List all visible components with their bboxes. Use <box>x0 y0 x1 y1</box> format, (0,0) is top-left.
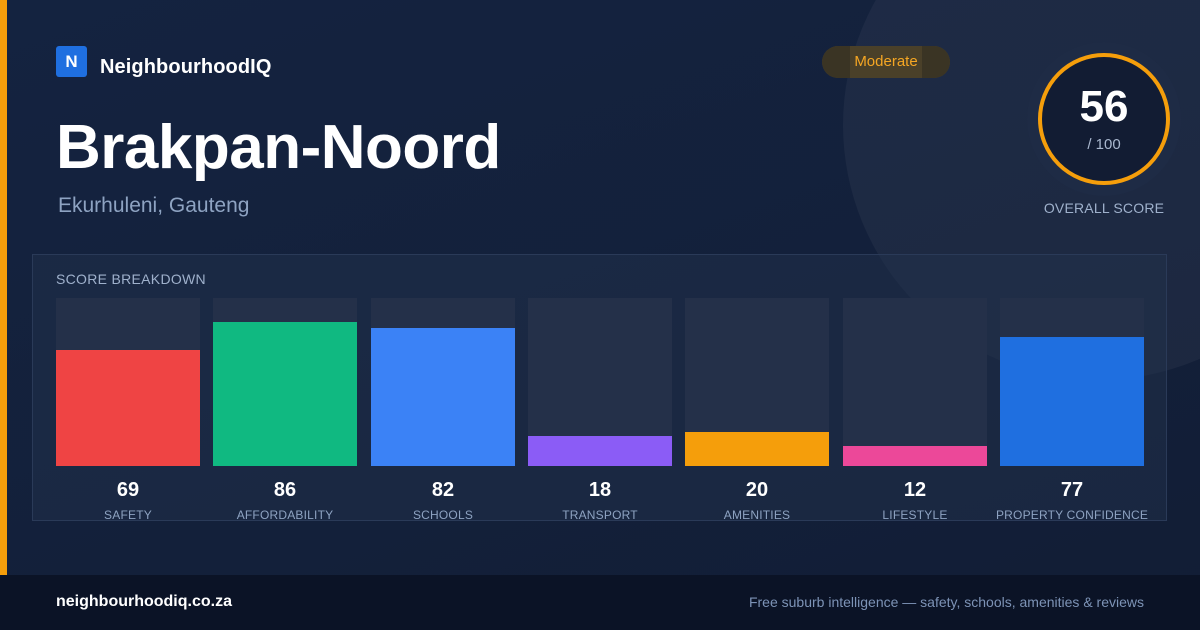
score-bar-lifestyle: 12 LIFESTYLE <box>843 298 987 523</box>
bar-track <box>843 298 987 466</box>
bar-track <box>371 298 515 466</box>
bar-label: TRANSPORT <box>562 508 638 522</box>
overall-score-value: 56 <box>1079 82 1129 131</box>
bar-track <box>528 298 672 466</box>
bar-track <box>213 298 357 466</box>
accent-bar <box>0 0 7 575</box>
score-bar-transport: 18 TRANSPORT <box>528 298 672 523</box>
overall-score-max: / 100 <box>1087 136 1121 153</box>
score-bar-schools: 82 SCHOOLS <box>371 298 515 523</box>
score-bar-amenities: 20 AMENITIES <box>685 298 829 523</box>
bar-value: 82 <box>431 479 455 501</box>
brand-name: NeighbourhoodIQ <box>100 56 272 78</box>
bar-fill <box>685 432 829 466</box>
logo-icon: N <box>56 46 87 77</box>
breakdown-bars: 69 SAFETY 86 AFFORDABILITY 82 SCHOOLS 18 TRANSP… <box>56 298 1148 523</box>
bar-value: 77 <box>1060 479 1084 501</box>
bar-value: 86 <box>273 479 297 501</box>
score-ring: 56 / 100 <box>1038 53 1170 185</box>
bar-fill <box>843 446 987 466</box>
bar-track <box>56 298 200 466</box>
score-bar-affordability: 86 AFFORDABILITY <box>213 298 357 523</box>
bar-value: 12 <box>903 479 927 501</box>
bar-value: 20 <box>745 479 769 501</box>
overall-score-gauge: 56 / 100 <box>1027 42 1181 196</box>
bar-fill <box>371 328 515 466</box>
bar-label: AFFORDABILITY <box>236 508 334 522</box>
bar-fill <box>528 436 672 466</box>
bar-label: SAFETY <box>104 508 152 522</box>
bar-label: LIFESTYLE <box>882 508 948 522</box>
bar-fill <box>1000 337 1144 466</box>
bar-track <box>1000 298 1144 466</box>
rating-badge: Moderate <box>822 46 950 78</box>
bar-fill <box>56 350 200 466</box>
bar-track <box>685 298 829 466</box>
footer-url[interactable]: neighbourhoodiq.co.za <box>56 593 232 610</box>
score-bar-property-confidence: 77 PROPERTY CONFIDENCE <box>996 298 1148 523</box>
overall-score-caption: OVERALL SCORE <box>1043 200 1165 216</box>
bar-label: SCHOOLS <box>412 508 474 522</box>
bar-label: AMENITIES <box>723 508 791 522</box>
score-bar-safety: 69 SAFETY <box>56 298 200 523</box>
suburb-title: Brakpan-Noord <box>56 113 501 182</box>
bar-label: PROPERTY CONFIDENCE <box>995 508 1149 522</box>
footer-tagline: Free suburb intelligence — safety, schoo… <box>748 594 1144 610</box>
bar-fill <box>213 322 357 466</box>
rating-badge-label: Moderate <box>854 53 918 70</box>
breakdown-title: SCORE BREAKDOWN <box>56 271 206 287</box>
bar-value: 69 <box>116 479 140 501</box>
bar-value: 18 <box>588 479 612 501</box>
suburb-location: Ekurhuleni, Gauteng <box>58 194 250 217</box>
footer: neighbourhoodiq.co.za Free suburb intell… <box>0 575 1200 630</box>
